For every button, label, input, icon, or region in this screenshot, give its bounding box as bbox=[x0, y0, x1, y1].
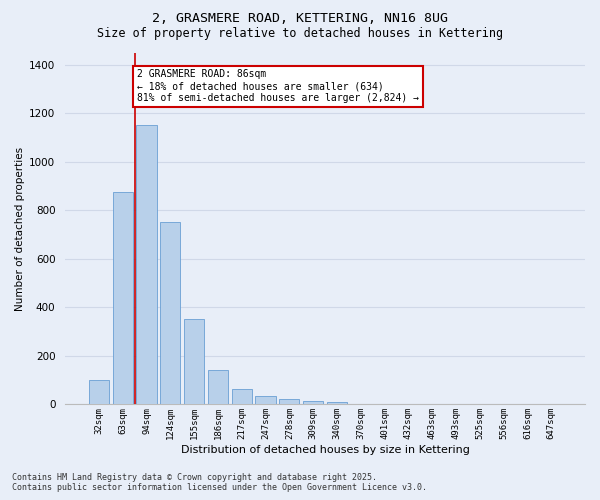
Bar bbox=[208, 370, 228, 404]
Bar bbox=[327, 402, 347, 404]
Bar bbox=[113, 192, 133, 404]
Bar bbox=[184, 320, 204, 404]
Text: 2, GRASMERE ROAD, KETTERING, NN16 8UG: 2, GRASMERE ROAD, KETTERING, NN16 8UG bbox=[152, 12, 448, 26]
X-axis label: Distribution of detached houses by size in Kettering: Distribution of detached houses by size … bbox=[181, 445, 470, 455]
Bar bbox=[160, 222, 181, 404]
Text: 2 GRASMERE ROAD: 86sqm
← 18% of detached houses are smaller (634)
81% of semi-de: 2 GRASMERE ROAD: 86sqm ← 18% of detached… bbox=[137, 70, 419, 102]
Text: Contains HM Land Registry data © Crown copyright and database right 2025.
Contai: Contains HM Land Registry data © Crown c… bbox=[12, 473, 427, 492]
Bar bbox=[232, 390, 252, 404]
Bar bbox=[136, 126, 157, 404]
Y-axis label: Number of detached properties: Number of detached properties bbox=[15, 146, 25, 310]
Bar bbox=[89, 380, 109, 404]
Text: Size of property relative to detached houses in Kettering: Size of property relative to detached ho… bbox=[97, 28, 503, 40]
Bar bbox=[303, 401, 323, 404]
Bar bbox=[279, 399, 299, 404]
Bar bbox=[256, 396, 275, 404]
